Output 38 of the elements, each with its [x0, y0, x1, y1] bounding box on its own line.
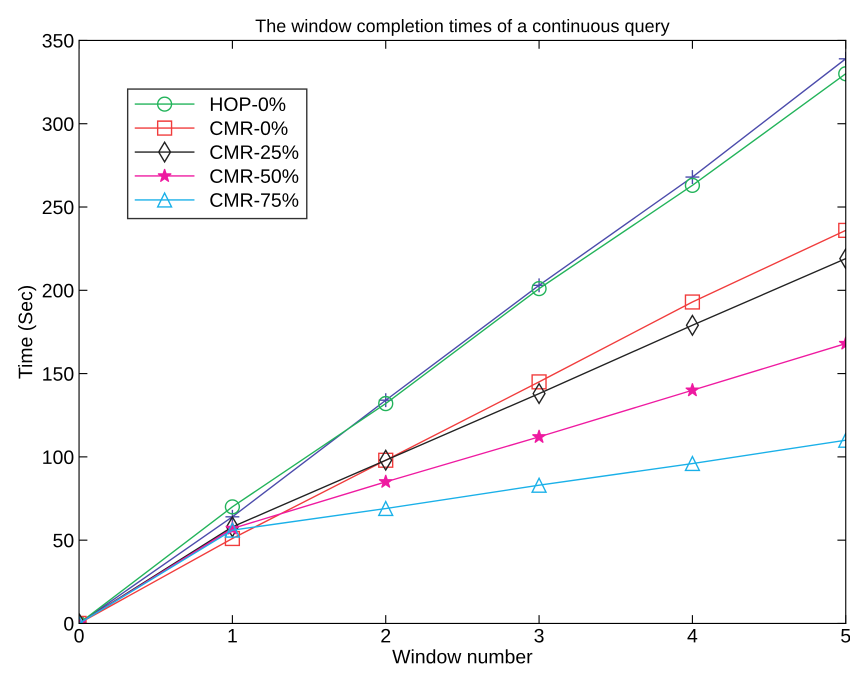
legend-label: HOP-0% — [210, 97, 286, 112]
y-tick-label: 300 — [42, 117, 74, 131]
x-tick-label: 2 — [381, 628, 390, 642]
point — [224, 522, 240, 538]
legend-label: CMR-50% — [210, 169, 298, 183]
y-axis-title: Time (Sec) — [18, 286, 36, 379]
point — [684, 294, 700, 310]
point — [684, 178, 700, 193]
x-tick-label: 0 — [74, 628, 84, 643]
x-tick-label: 5 — [841, 629, 850, 643]
point — [685, 382, 700, 396]
y-tick-label: 0 — [64, 616, 74, 631]
point — [684, 169, 700, 185]
point — [531, 374, 547, 390]
chart-title: The window completion times of a continuous query — [256, 19, 670, 36]
legend-label: CMR-25% — [210, 145, 298, 160]
point — [378, 452, 394, 468]
y-tick-label: 50 — [53, 534, 74, 548]
point — [224, 499, 240, 514]
x-tick-label: 3 — [534, 628, 544, 643]
point — [531, 280, 547, 296]
x-axis-title: Window number — [392, 649, 532, 664]
y-tick-label: 150 — [43, 367, 74, 381]
y-tick-label: 350 — [42, 34, 74, 48]
point — [378, 500, 394, 516]
y-tick-label: 250 — [42, 200, 74, 214]
point — [532, 429, 546, 444]
point — [378, 396, 394, 412]
legend-label: CMR-75% — [210, 193, 298, 207]
point — [378, 474, 393, 488]
point — [531, 478, 547, 493]
y-tick-label: 100 — [43, 450, 74, 464]
x-tick-label: 1 — [228, 629, 237, 642]
legend-label: CMR-0% — [210, 121, 288, 136]
point — [684, 456, 700, 472]
y-tick-label: 200 — [42, 284, 74, 298]
point — [378, 392, 394, 408]
x-tick-label: 4 — [687, 629, 698, 642]
